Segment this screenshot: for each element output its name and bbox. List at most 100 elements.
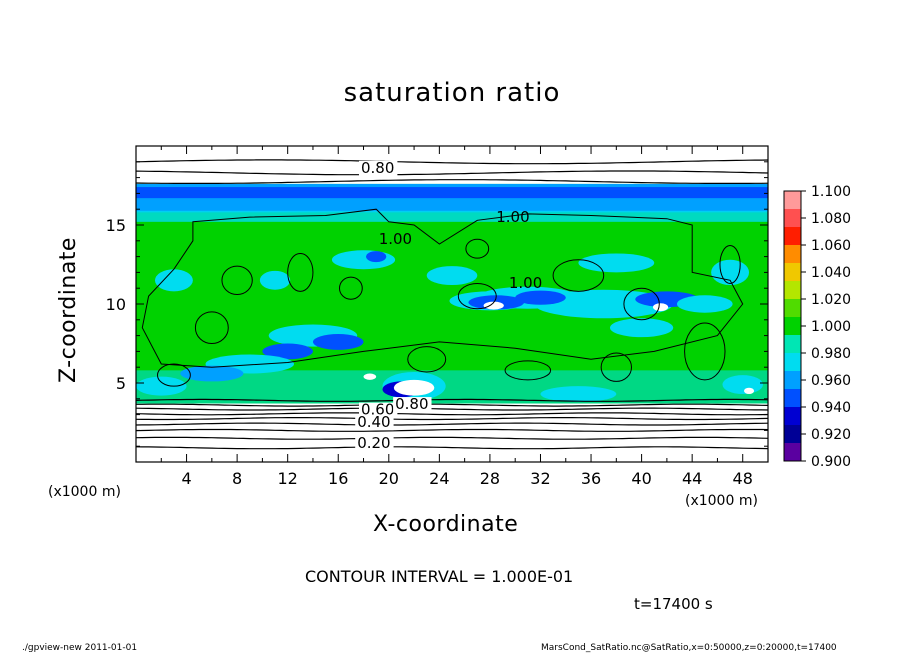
field-anomaly (676, 295, 733, 313)
field-void (652, 303, 669, 312)
field-anomaly (331, 250, 396, 270)
colorbar-tick-label: 1.020 (811, 292, 851, 308)
y-tick-label: 10 (106, 295, 126, 314)
chart-title: saturation ratio (343, 78, 561, 108)
colorbar-swatch (784, 335, 801, 354)
x-tick-label: 48 (733, 469, 753, 488)
x-tick-label: 12 (278, 469, 298, 488)
contour-line-small (465, 238, 490, 259)
field-anomaly (259, 270, 291, 290)
contour-line-small (407, 346, 447, 373)
field-anomaly (262, 343, 313, 360)
contour-line-lower (136, 407, 768, 411)
contour-line-lower (136, 398, 768, 402)
contour-line-small (552, 259, 605, 292)
contour-line-lower (136, 422, 768, 426)
contour-line-1-00 (141, 208, 744, 368)
x-axis-label: X-coordinate (373, 512, 519, 537)
field-anomaly (312, 334, 364, 350)
contour-line-small (287, 252, 314, 292)
footer-left: ./gpview-new 2011-01-01 (22, 643, 138, 653)
colorbar-tick-label: 1.080 (811, 211, 851, 227)
colorbar-swatch (784, 191, 801, 210)
field-anomaly (722, 375, 763, 395)
colorbar-tick-label: 0.920 (811, 427, 851, 443)
contour-labels: 0.801.001.001.000.60 0.800.400.20 (355, 159, 542, 452)
contour-label: 1.00 (509, 274, 542, 292)
footer-right: MarsCond_SatRatio.nc@SatRatio,x=0:50000,… (541, 643, 837, 653)
contour-line-small (194, 311, 229, 345)
x-tick-label: 24 (429, 469, 449, 488)
contour-line-lower (136, 446, 768, 450)
x-tick-label: 40 (631, 469, 651, 488)
y-tick-label: 15 (106, 216, 126, 235)
field-anomaly (136, 376, 187, 396)
contour-line-small (156, 363, 191, 387)
contour-line-small (457, 282, 497, 310)
contour-label: 1.00 (379, 230, 412, 248)
x-tick-label: 4 (181, 469, 191, 488)
colorbar-tick-label: 1.100 (811, 184, 851, 200)
colorbar-swatch (784, 443, 801, 462)
contour-line-lower (136, 412, 768, 416)
field-fill-upper-band-core (136, 187, 768, 199)
field-anomaly (540, 386, 617, 402)
x-tick-label: 8 (232, 469, 242, 488)
colorbar-tick-label: 0.940 (811, 400, 851, 416)
y-axis-label: Z-coordinate (56, 237, 81, 383)
contour-line-small (684, 322, 726, 381)
field-anomaly (515, 290, 566, 305)
colorbar-swatch (784, 227, 801, 246)
field-anomaly (578, 253, 655, 273)
field-void (483, 301, 504, 310)
contour-line-small (600, 352, 632, 382)
field-void (393, 379, 435, 396)
colorbar-swatch (784, 263, 801, 282)
contour-line-small (504, 360, 552, 381)
field-void (743, 387, 755, 395)
contour-label: 1.00 (496, 208, 529, 226)
contour-line-small (339, 276, 363, 300)
x-tick-label: 16 (328, 469, 348, 488)
colorbar-tick-label: 0.980 (811, 346, 851, 362)
contour-line-small (719, 245, 741, 284)
contour-line-small (623, 287, 660, 321)
colorbar-swatch (784, 281, 801, 300)
x-tick-label: 28 (480, 469, 500, 488)
contour-label: 0.40 (357, 413, 390, 431)
x-tick-label: 20 (379, 469, 399, 488)
y-unit-label: (x1000 m) (48, 484, 121, 500)
contour-line-lower (136, 403, 768, 407)
field-anomaly (426, 266, 478, 286)
colorbar-swatch (784, 245, 801, 264)
contour-line-lower (136, 436, 768, 440)
contour-lines (136, 159, 768, 450)
field-anomaly (154, 269, 193, 292)
colorbar-tick-label: 1.000 (811, 319, 851, 335)
colorbar-swatch (784, 425, 801, 444)
colorbar-swatch (784, 407, 801, 426)
contour-label: 0.60 (361, 401, 394, 419)
field-void (363, 373, 377, 380)
contour-line-small (221, 265, 253, 296)
contour-label: 0.80 (361, 159, 394, 177)
contour-line-upper (136, 159, 768, 165)
colorbar-swatch (784, 317, 801, 336)
contour-line-upper (136, 170, 768, 176)
y-tick-label: 5 (116, 374, 126, 393)
x-tick-label: 32 (530, 469, 550, 488)
colorbar-tick-label: 1.040 (811, 265, 851, 281)
contour-interval-text: CONTOUR INTERVAL = 1.000E-01 (305, 567, 574, 586)
x-tick-label: 44 (682, 469, 702, 488)
contour-line-lower (136, 428, 768, 432)
colorbar-swatch (784, 299, 801, 318)
field-anomaly (180, 365, 244, 382)
contour-line-lower (136, 417, 768, 421)
field-fill-upper-fringe (136, 210, 768, 222)
x-unit-label: (x1000 m) (685, 493, 758, 509)
field-anomaly (610, 318, 674, 338)
colorbar-swatch (784, 371, 801, 390)
colorbar-tick-label: 0.900 (811, 454, 851, 470)
